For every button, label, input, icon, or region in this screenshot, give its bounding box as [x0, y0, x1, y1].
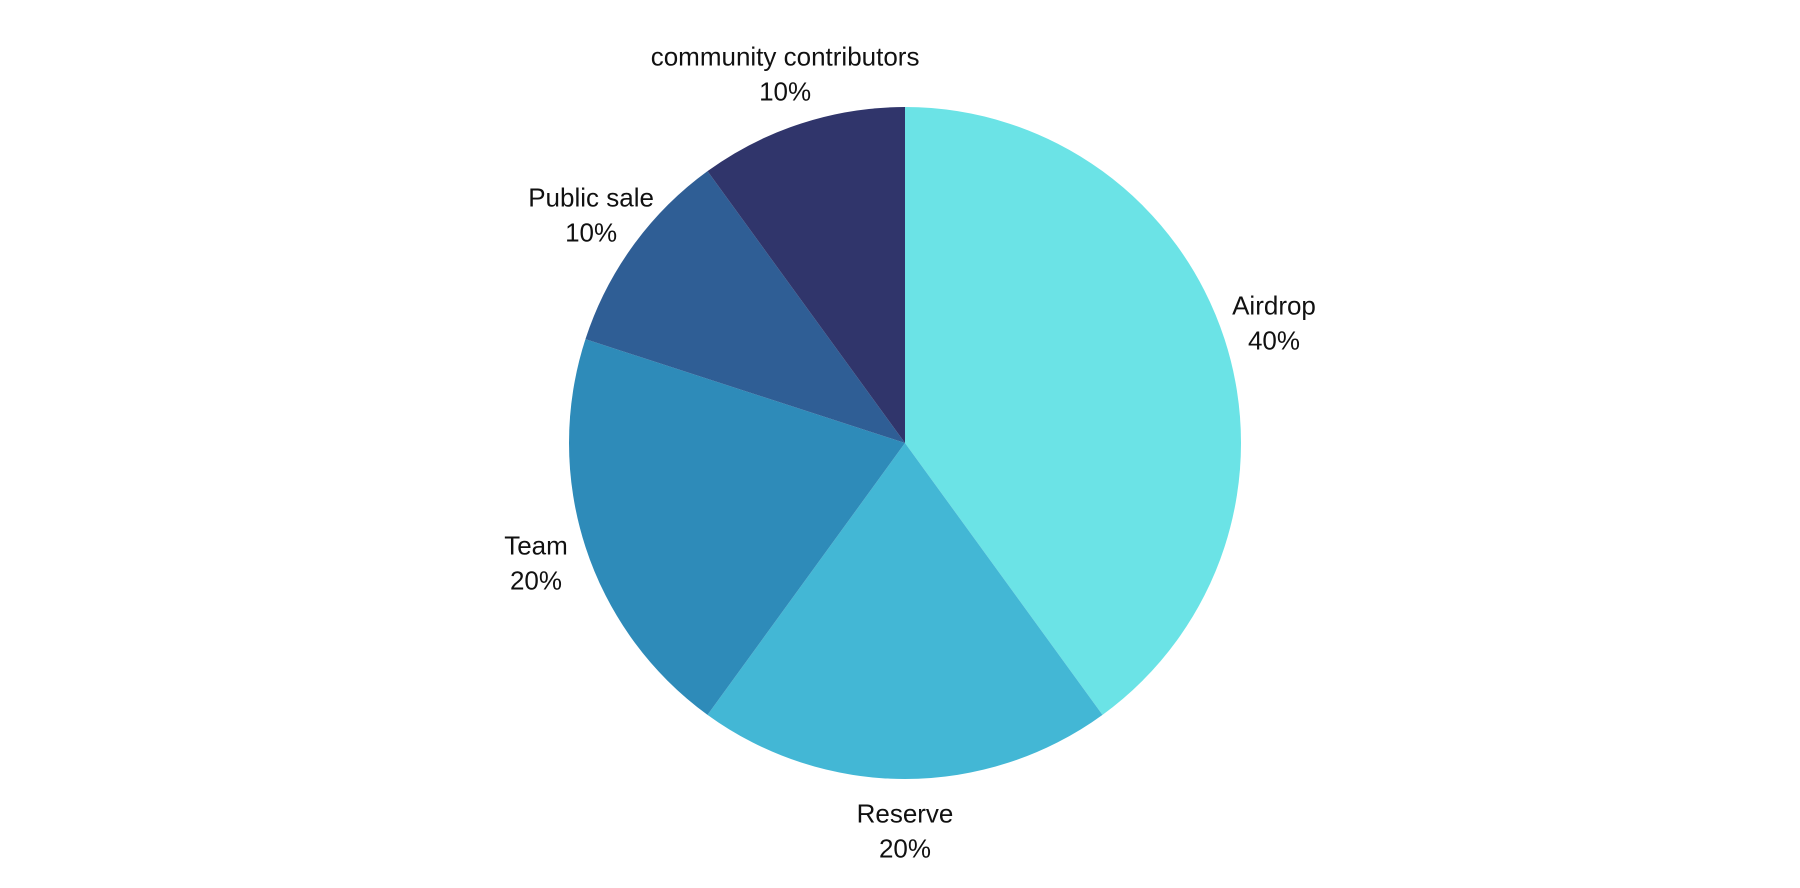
slice-label: Public sale: [528, 182, 654, 212]
pie-slice-airdrop: [905, 107, 1242, 715]
slice-label-group: community contributors 10%: [651, 42, 920, 107]
slice-value-label: 20%: [510, 565, 562, 595]
slice-value-label: 10%: [759, 77, 811, 107]
slice-label-group: Team 20%: [504, 530, 568, 595]
slice-label-group: Public sale 10%: [528, 182, 654, 247]
slice-value-label: 20%: [879, 834, 931, 864]
pie-slice-public-sale: [585, 171, 905, 444]
slice-label: Reserve: [857, 799, 954, 829]
pie-slices: [569, 107, 1242, 780]
slice-value-label: 40%: [1248, 326, 1300, 356]
slice-value-label: 10%: [565, 217, 617, 247]
slice-label-group: Reserve 20%: [857, 799, 954, 864]
slice-label-group: Airdrop 40%: [1232, 291, 1316, 356]
pie-slice-community-contributors: [707, 107, 905, 443]
slice-label: Airdrop: [1232, 291, 1316, 321]
pie-slice-team: [569, 339, 905, 715]
slice-label: community contributors: [651, 42, 920, 72]
slice-label: Team: [504, 530, 568, 560]
pie-slice-reserve: [707, 443, 1103, 780]
pie-labels: Airdrop 40% Reserve 20% Team 20% Public sale 10…: [504, 42, 1316, 864]
